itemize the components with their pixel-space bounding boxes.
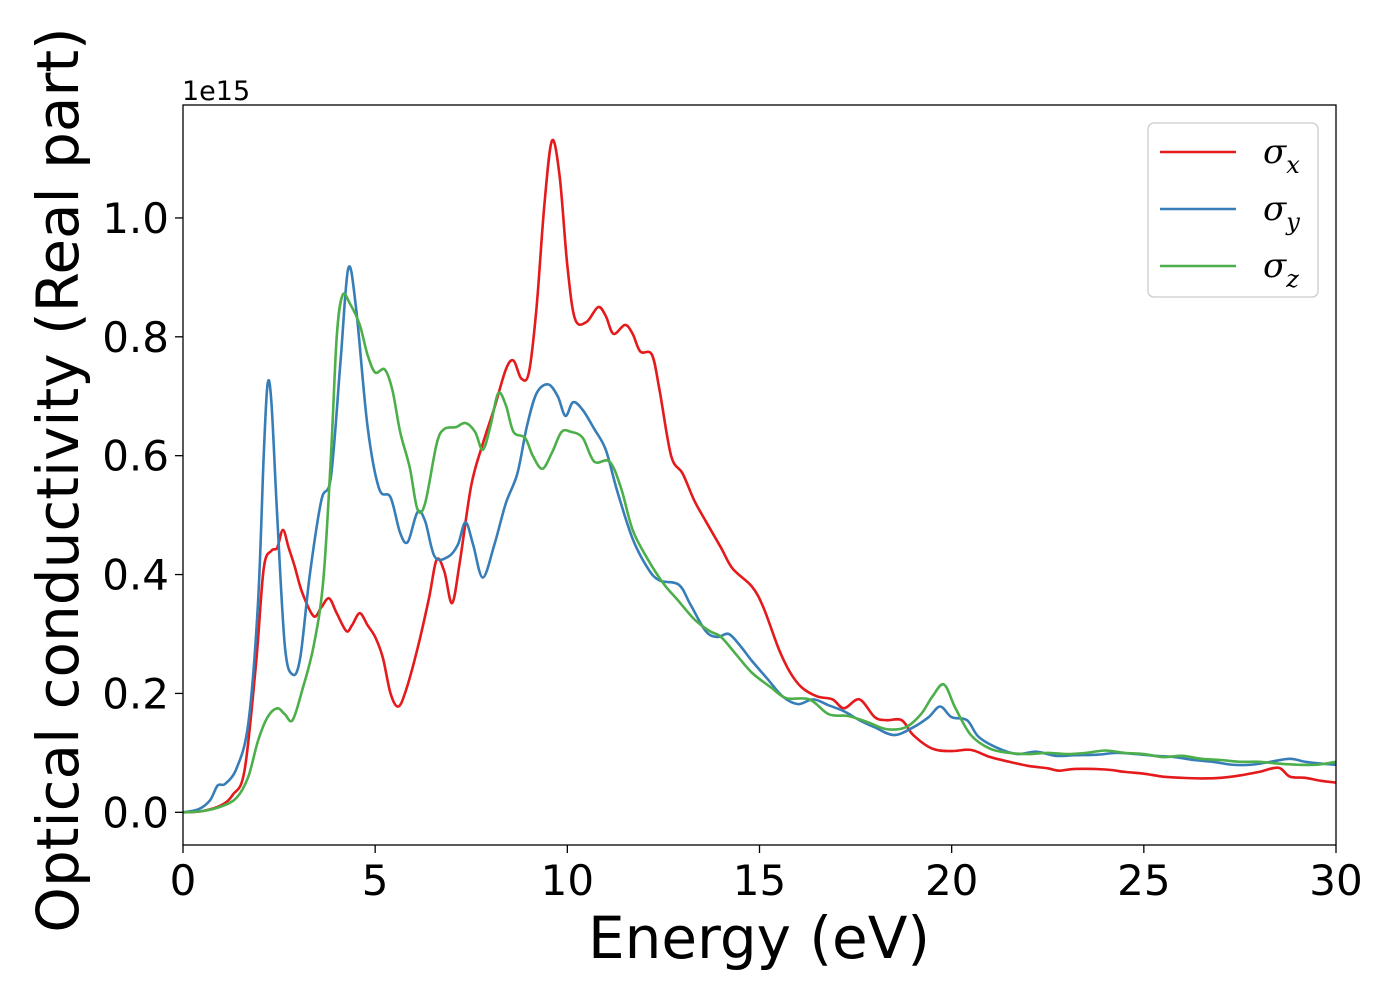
series-line-x <box>183 138 1336 814</box>
x-tick-label: 10 <box>541 856 594 905</box>
x-tick-label: 30 <box>1309 856 1362 905</box>
legend-label-z: σz <box>1263 246 1299 293</box>
y-tick-label: 0.4 <box>102 551 169 600</box>
x-tick-label: 5 <box>362 856 389 905</box>
y-axis-offset-label: 1e15 <box>182 76 250 107</box>
y-axis-title: Optical conductivity (Real part) <box>24 27 92 932</box>
x-axis-ticks: 0 5 10 15 20 25 30 <box>170 845 1363 905</box>
y-tick-label: 0.0 <box>102 788 169 837</box>
y-tick-label: 1.0 <box>102 194 169 243</box>
y-tick-label: 0.2 <box>102 669 169 718</box>
legend-label-y: σy <box>1263 189 1300 236</box>
series-group <box>183 138 1336 814</box>
x-tick-label: 20 <box>925 856 978 905</box>
legend-label-x: σx <box>1263 132 1300 179</box>
y-tick-label: 0.6 <box>102 432 169 481</box>
x-tick-label: 15 <box>733 856 786 905</box>
y-tick-label: 0.8 <box>102 313 169 362</box>
x-tick-label: 0 <box>170 856 197 905</box>
y-axis-ticks: 0.0 0.2 0.4 0.6 0.8 1.0 <box>102 194 183 837</box>
x-axis-title: Energy (eV) <box>588 904 930 972</box>
series-line-z <box>183 292 1336 814</box>
legend: σx σy σz <box>1147 122 1319 298</box>
x-tick-label: 25 <box>1117 856 1170 905</box>
